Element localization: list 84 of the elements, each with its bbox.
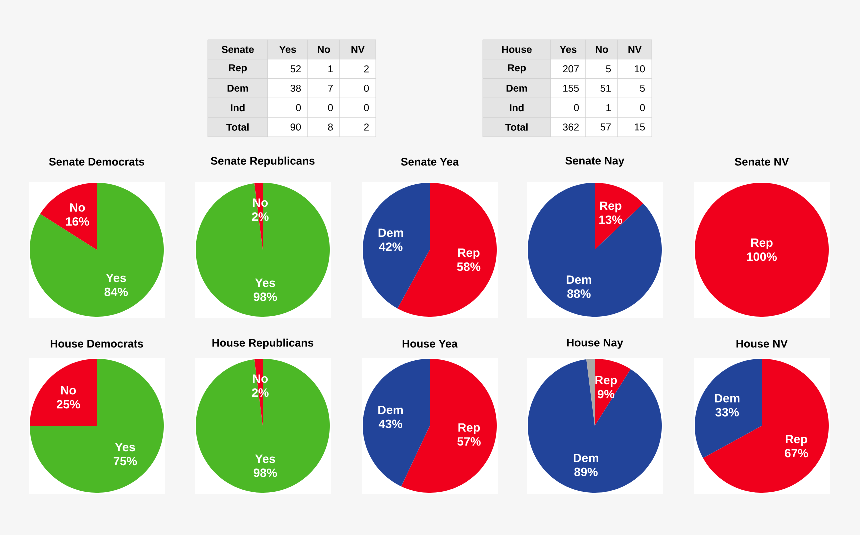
data-label: 58% xyxy=(457,262,481,272)
y-tick-label: Ind xyxy=(231,104,245,112)
slice-label: Rep xyxy=(596,376,618,387)
data-label: 7 xyxy=(328,85,333,92)
data-label: 98% xyxy=(254,468,278,478)
data-label: 9% xyxy=(598,390,615,399)
x-tick-label: Yes xyxy=(280,46,296,54)
chart-title: House Nay xyxy=(567,339,624,349)
data-label: 207 xyxy=(563,66,579,73)
data-label: 67% xyxy=(785,449,808,458)
chart-title: Senate Nay xyxy=(566,157,625,167)
slice-label: Dem xyxy=(378,228,404,238)
chart-title: House NV xyxy=(736,340,788,348)
slice-label: No xyxy=(61,386,76,395)
data-label: 57 xyxy=(600,124,611,131)
x-tick-label: Yes xyxy=(560,46,577,54)
data-label: 57% xyxy=(458,437,481,446)
data-label: 90 xyxy=(290,124,302,131)
slice-label: Rep xyxy=(458,248,480,260)
y-tick-label: Total xyxy=(506,124,528,131)
slice-label: Yes xyxy=(255,454,276,464)
chart-title: Senate xyxy=(222,46,254,54)
slice-label: Yes xyxy=(255,278,276,288)
data-label: 2 xyxy=(364,124,369,131)
data-label: 5 xyxy=(640,85,646,92)
data-label: 155 xyxy=(564,85,580,92)
y-tick-label: Ind xyxy=(510,104,524,112)
chart-title: Senate NV xyxy=(735,158,790,166)
data-label: 16% xyxy=(66,217,90,226)
data-label: 51 xyxy=(600,85,611,92)
y-tick-label: Rep xyxy=(508,64,526,74)
x-tick-label: NV xyxy=(628,46,642,54)
chart-title: Senate Yea xyxy=(401,158,460,166)
data-label: 0 xyxy=(328,104,334,112)
data-label: 52 xyxy=(290,66,301,73)
data-label: 1 xyxy=(606,104,611,112)
data-label: 13% xyxy=(600,216,623,224)
data-label: 10 xyxy=(635,66,646,73)
chart-title: House xyxy=(502,46,532,54)
data-label: 0 xyxy=(364,104,370,112)
data-label: 362 xyxy=(563,124,579,131)
data-label: 75% xyxy=(114,457,138,466)
x-tick-label: No xyxy=(318,46,330,54)
slice-label: No xyxy=(70,204,86,212)
data-label: 25% xyxy=(56,400,80,409)
data-label: 89% xyxy=(574,468,598,476)
chart-title: Senate Democrats xyxy=(49,158,145,166)
slice-label: Yes xyxy=(115,443,136,452)
data-label: 15 xyxy=(635,124,646,131)
slice-label: Rep xyxy=(458,424,480,434)
data-label: 88% xyxy=(568,290,591,298)
x-tick-label: No xyxy=(596,46,608,54)
chart-title: Senate Republicans xyxy=(211,156,315,168)
y-tick-label: Rep xyxy=(229,64,248,74)
data-label: 5 xyxy=(606,66,612,73)
data-label: 0 xyxy=(574,104,580,112)
x-tick-label: NV xyxy=(352,46,365,54)
data-label: 100% xyxy=(747,252,778,262)
data-label: 98% xyxy=(254,292,278,302)
slice-label: Dem xyxy=(378,406,404,414)
y-tick-label: Dem xyxy=(506,85,528,92)
slice-label: Yes xyxy=(106,274,126,282)
data-label: 84% xyxy=(104,288,128,296)
data-label: 0 xyxy=(640,104,646,112)
data-label: 33% xyxy=(716,408,740,417)
data-label: 8 xyxy=(328,124,334,131)
chart-title: House Yea xyxy=(402,340,458,348)
y-tick-label: Dem xyxy=(228,85,248,92)
data-label: 1 xyxy=(328,66,333,73)
data-label: 42% xyxy=(379,242,403,252)
data-label: 0 xyxy=(364,84,370,92)
data-label: 0 xyxy=(296,104,302,112)
chart-title: House Democrats xyxy=(50,340,144,348)
data-label: 2 xyxy=(364,66,369,73)
slice-label: Rep xyxy=(600,202,622,213)
slice-label: Dem xyxy=(566,276,592,284)
slice-label: Rep xyxy=(786,435,808,446)
slice-label: Rep xyxy=(751,238,773,250)
data-label: 43% xyxy=(378,420,402,428)
slice-label: Dem xyxy=(574,454,598,462)
chart-title: House Republicans xyxy=(212,338,314,350)
data-label: 38 xyxy=(290,84,302,92)
y-tick-label: Total xyxy=(226,124,249,131)
slice-label: Dem xyxy=(715,394,740,403)
